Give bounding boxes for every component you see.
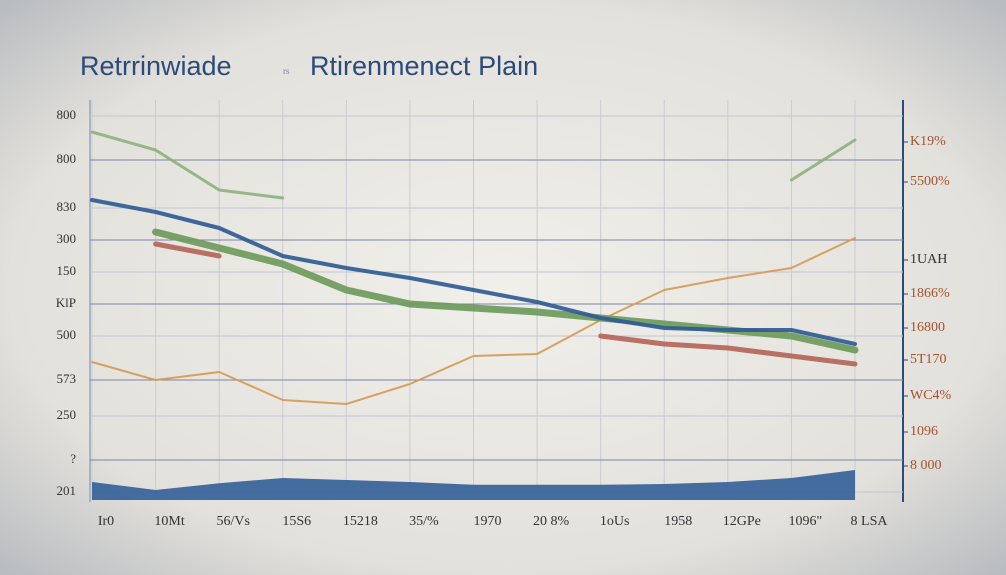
x-tick-label: 56/Vs: [216, 514, 249, 529]
x-tick-label: 1096": [789, 514, 823, 529]
area: [92, 470, 855, 500]
y-tick-label: KlP: [56, 295, 76, 310]
y2-tick-label: 8 000: [910, 458, 942, 473]
x-tick-label: 10Mt: [154, 514, 184, 529]
line: [90, 198, 857, 346]
y2-tick-label: 16800: [910, 320, 945, 335]
y2-tick-label: 1096: [910, 424, 938, 439]
title-mark: rs: [283, 66, 290, 76]
y-tick-label: 500: [57, 327, 77, 342]
x-tick-label: 1970: [474, 514, 502, 529]
y-tick-label: ?: [70, 451, 76, 466]
x-tick-label: 1oUs: [600, 514, 630, 529]
y-tick-label: 300: [57, 231, 77, 246]
y-tick-label: 800: [57, 107, 77, 122]
x-tick-label: Ir0: [98, 514, 114, 529]
line: [153, 241, 858, 367]
chart-subtitle: Rtirenmenect Plain: [310, 51, 538, 81]
y-tick-label: 250: [57, 407, 77, 422]
x-tick-label: 20 8%: [533, 514, 570, 529]
y-tick-label: 800: [57, 151, 77, 166]
y-tick-label: 201: [57, 483, 77, 498]
y-tick-label: 573: [57, 371, 77, 386]
x-tick-label: 1958: [664, 514, 692, 529]
y2-tick-label: K19%: [910, 134, 946, 149]
chart-title: Retrrinwiade: [80, 51, 232, 81]
line: [91, 237, 856, 405]
x-tick-label: 8 LSA: [851, 514, 889, 529]
y2-tick-label: 5500%: [910, 174, 950, 189]
y2-tick-label: WC4%: [910, 388, 952, 403]
y-tick-label: 830: [57, 199, 77, 214]
y2-tick-label: 5T170: [910, 352, 947, 367]
x-tick-label: 12GPe: [723, 514, 761, 529]
y2-tick-label: 1866%: [910, 286, 950, 301]
x-tick-label: 15S6: [282, 514, 311, 529]
line: [90, 130, 857, 200]
y-tick-label: 150: [57, 263, 77, 278]
x-tick-label: 35/%: [409, 514, 439, 529]
x-tick-label: 15218: [343, 514, 378, 529]
y2-tick-label: 1UAH: [910, 252, 947, 267]
